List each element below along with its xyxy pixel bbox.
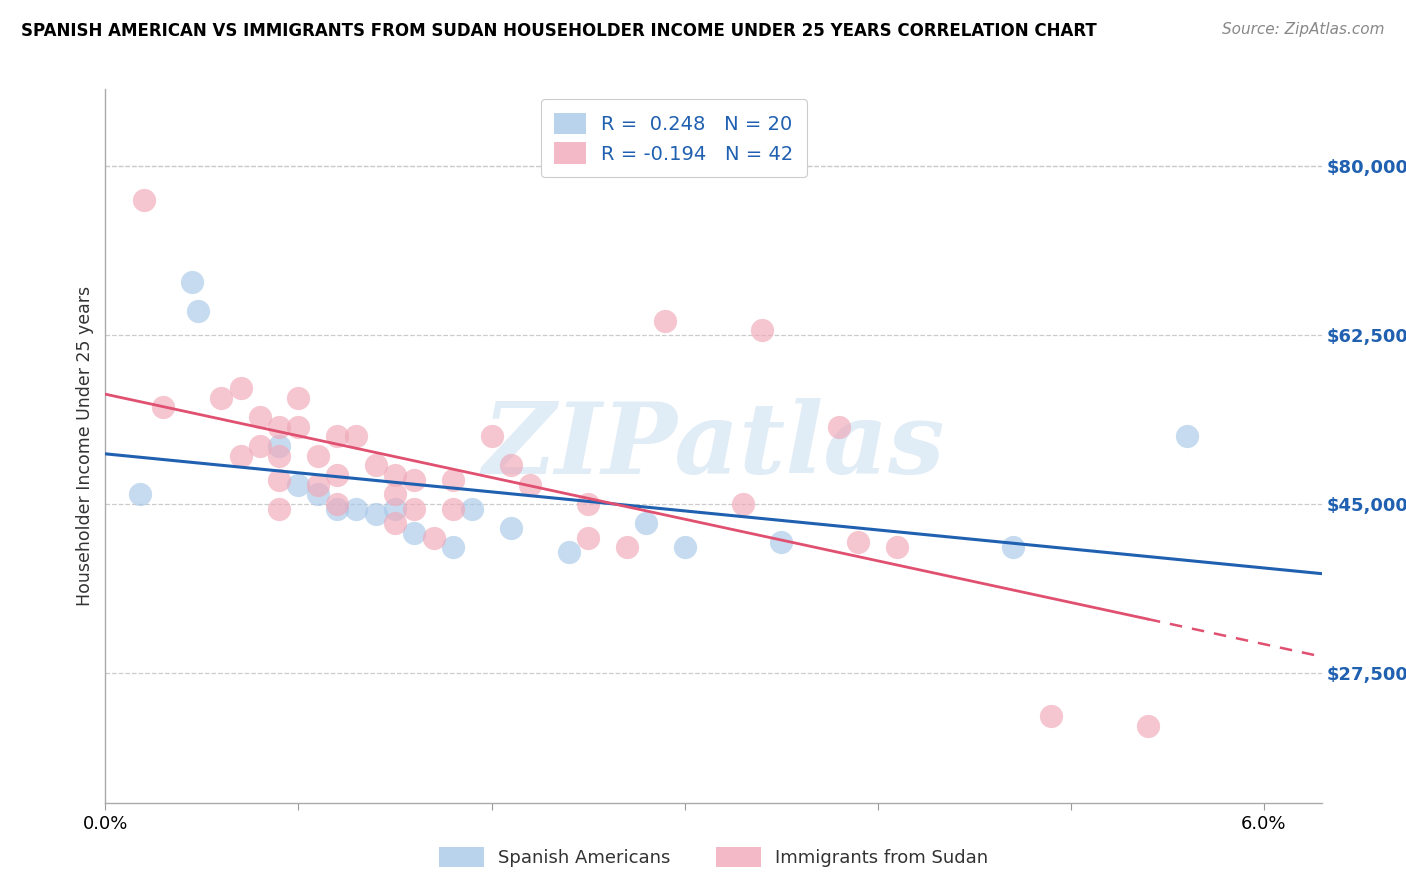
Point (269, 473, 291, 487)
Point (307, 477, 329, 491)
Point (364, 458, 387, 473)
Point (828, 419, 851, 434)
Point (269, 449, 291, 463)
Legend: Spanish Americans, Immigrants from Sudan: Spanish Americans, Immigrants from Sudan (430, 838, 997, 876)
Point (269, 439, 291, 453)
Point (326, 497, 349, 511)
Point (461, 501, 484, 516)
Point (326, 501, 349, 516)
Y-axis label: Householder Income Under 25 years: Householder Income Under 25 years (76, 286, 94, 606)
Point (1136, 719, 1159, 733)
Point (404, 501, 426, 516)
Text: SPANISH AMERICAN VS IMMIGRANTS FROM SUDAN HOUSEHOLDER INCOME UNDER 25 YEARS CORR: SPANISH AMERICAN VS IMMIGRANTS FROM SUDA… (21, 22, 1097, 40)
Point (384, 516, 406, 530)
Point (1175, 429, 1198, 443)
Point (229, 449, 252, 463)
Point (287, 391, 309, 405)
Point (269, 419, 291, 434)
Point (229, 381, 252, 395)
Point (344, 429, 367, 443)
Point (129, 487, 152, 501)
Point (654, 313, 676, 327)
Point (384, 467, 406, 482)
Point (441, 501, 464, 516)
Point (558, 545, 581, 559)
Point (326, 429, 349, 443)
Point (132, 193, 155, 207)
Point (1040, 709, 1063, 723)
Point (209, 391, 232, 405)
Point (499, 458, 522, 473)
Point (751, 323, 773, 337)
Point (481, 429, 503, 443)
Point (673, 541, 696, 555)
Point (384, 487, 406, 501)
Point (886, 541, 908, 555)
Point (249, 410, 271, 425)
Point (499, 521, 522, 535)
Text: ZIPatlas: ZIPatlas (482, 398, 945, 494)
Point (326, 467, 349, 482)
Point (731, 497, 754, 511)
Point (181, 275, 204, 289)
Point (404, 473, 426, 487)
Point (770, 535, 793, 549)
Point (287, 477, 309, 491)
Point (249, 439, 271, 453)
Point (307, 449, 329, 463)
Point (187, 304, 209, 318)
Point (364, 507, 387, 521)
Point (616, 541, 638, 555)
Point (576, 531, 599, 545)
Point (404, 525, 426, 540)
Point (344, 501, 367, 516)
Point (269, 501, 291, 516)
Point (441, 473, 464, 487)
Point (307, 487, 329, 501)
Point (287, 419, 309, 434)
Point (422, 531, 444, 545)
Point (576, 497, 599, 511)
Point (441, 541, 464, 555)
Text: Source: ZipAtlas.com: Source: ZipAtlas.com (1222, 22, 1385, 37)
Point (634, 516, 657, 530)
Point (846, 535, 869, 549)
Point (519, 477, 541, 491)
Point (384, 501, 406, 516)
Point (152, 401, 174, 415)
Point (1001, 541, 1024, 555)
